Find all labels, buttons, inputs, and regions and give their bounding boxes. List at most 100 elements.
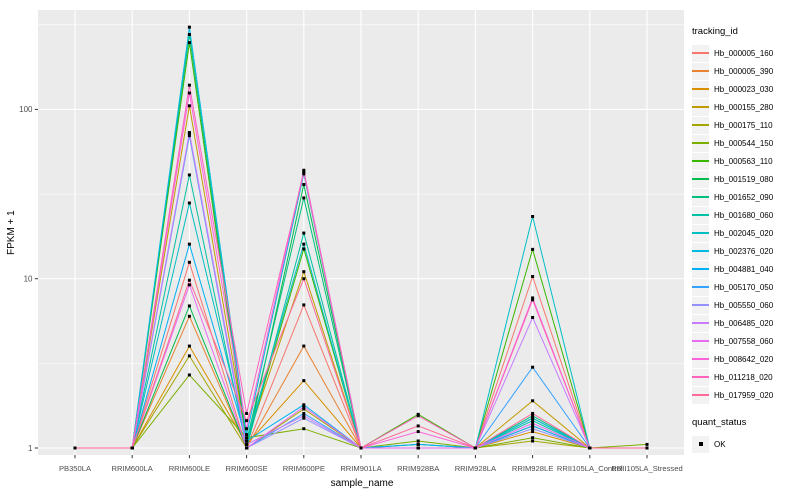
- legend-key: [692, 278, 709, 296]
- data-point: [302, 242, 306, 246]
- legend-item-label: OK: [714, 439, 726, 449]
- data-point: [302, 303, 306, 307]
- legend-item: Hb_000005_160: [692, 44, 798, 62]
- legend-item-label: Hb_001519_080: [714, 174, 774, 184]
- legend-key: [692, 242, 709, 260]
- legend-item: Hb_008642_020: [692, 350, 798, 368]
- legend-item-label: Hb_000563_110: [714, 156, 773, 166]
- data-point: [645, 442, 649, 446]
- data-point: [302, 196, 306, 200]
- legend-key: [692, 314, 709, 332]
- legend-item: Hb_000155_280: [692, 98, 798, 116]
- data-point: [531, 275, 535, 279]
- data-point: [302, 414, 306, 418]
- legend-item: Hb_011218_020: [692, 368, 798, 386]
- data-point: [187, 104, 191, 108]
- legend-item: Hb_004881_040: [692, 260, 798, 278]
- legend-item-label: Hb_006485_020: [714, 318, 774, 328]
- data-point: [416, 414, 420, 418]
- legend-item-label: Hb_000005_390: [714, 66, 774, 76]
- data-point: [302, 172, 306, 176]
- data-point: [187, 131, 191, 135]
- data-point: [531, 427, 535, 431]
- legend-key: [692, 296, 709, 314]
- legend-key: [692, 44, 709, 62]
- legend-item-label: Hb_005550_060: [714, 300, 774, 310]
- x-axis-title: sample_name: [330, 478, 394, 489]
- data-point: [302, 277, 306, 281]
- x-tick-label: RRIM901LA: [340, 464, 382, 473]
- legend-key: [692, 386, 709, 404]
- data-point: [531, 430, 535, 434]
- data-point: [302, 170, 306, 174]
- data-point: [416, 430, 420, 434]
- x-tick-label: RRII105LA_Control: [557, 464, 623, 473]
- data-point: [73, 446, 77, 450]
- legend-line-swatch-icon: [692, 232, 709, 234]
- legend-key: [692, 98, 709, 116]
- legend-line-swatch-icon: [692, 340, 709, 342]
- legend-line-swatch-icon: [692, 268, 709, 270]
- data-points: [73, 25, 649, 450]
- legend-item-label: Hb_000175_110: [714, 120, 773, 130]
- data-point: [302, 416, 306, 420]
- data-point: [531, 399, 535, 403]
- legend-line-swatch-icon: [692, 304, 709, 306]
- x-tick-label: RRIM928LE: [512, 464, 553, 473]
- data-point: [531, 419, 535, 423]
- legend-item-label: Hb_002376_020: [714, 246, 774, 256]
- data-point: [187, 278, 191, 282]
- data-point: [302, 427, 306, 431]
- legend-item: Hb_006485_020: [692, 314, 798, 332]
- data-point: [302, 183, 306, 187]
- legend-item: Hb_000005_390: [692, 62, 798, 80]
- data-point: [531, 315, 535, 319]
- data-point: [645, 446, 649, 450]
- legend-item-label: Hb_000155_280: [714, 102, 774, 112]
- legend-title-tracking-id: tracking_id: [692, 26, 738, 37]
- legend-item: Hb_001519_080: [692, 170, 798, 188]
- legend-item-label: Hb_000023_030: [714, 84, 774, 94]
- x-tick-label: RRIM600LE: [169, 464, 210, 473]
- x-tick-label: RRIM600PE: [283, 464, 325, 473]
- legend-key: [692, 188, 709, 206]
- data-point: [531, 436, 535, 440]
- legend-item: Hb_005550_060: [692, 296, 798, 314]
- legend-item-label: Hb_000544_150: [714, 138, 774, 148]
- data-point: [187, 91, 191, 95]
- legend-item-label: Hb_011218_020: [714, 372, 773, 382]
- data-point: [187, 260, 191, 264]
- x-tick-label: RRIM928LA: [455, 464, 497, 473]
- data-point: [416, 446, 420, 450]
- x-tick-label: RRIM928BA: [397, 464, 440, 473]
- legend-line-swatch-icon: [692, 376, 709, 378]
- data-point: [531, 296, 535, 300]
- data-point: [302, 411, 306, 415]
- legend-item: Hb_000544_150: [692, 134, 798, 152]
- legend-line-swatch-icon: [692, 178, 709, 180]
- data-point: [473, 446, 477, 450]
- data-point: [359, 446, 363, 450]
- data-point: [187, 134, 191, 138]
- data-point: [302, 231, 306, 235]
- data-point: [302, 405, 306, 409]
- data-point: [245, 439, 249, 443]
- data-point: [187, 242, 191, 246]
- legend-line-swatch-icon: [692, 196, 709, 198]
- data-point: [187, 32, 191, 36]
- data-point: [245, 446, 249, 450]
- legend-line-swatch-icon: [692, 250, 709, 252]
- data-point: [531, 247, 535, 251]
- legend-key: [692, 134, 709, 152]
- legend-item: Hb_001652_090: [692, 188, 798, 206]
- legend-item: Hb_000175_110: [692, 116, 798, 134]
- y-axis-title: FPKM + 1: [6, 210, 17, 255]
- data-point: [416, 424, 420, 428]
- series-points: [73, 277, 649, 450]
- legend-line-swatch-icon: [692, 286, 709, 288]
- legend-item-label: Hb_002045_020: [714, 228, 774, 238]
- data-point: [187, 344, 191, 348]
- data-point: [187, 201, 191, 205]
- legend-item: Hb_001680_060: [692, 206, 798, 224]
- data-point: [531, 414, 535, 418]
